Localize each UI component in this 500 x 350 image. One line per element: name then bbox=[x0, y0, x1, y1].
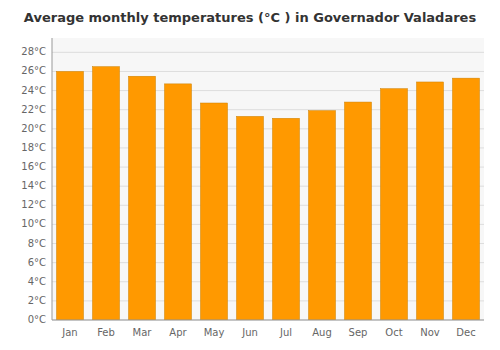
y-tick-label: 0°C bbox=[28, 314, 46, 325]
x-axis-line bbox=[52, 320, 484, 321]
plot-background bbox=[52, 38, 484, 320]
chart-container: 0°C 2°C 4°C 6°C 8°C 10°C 12°C 14°C 16°C 18°C 20°C 2… bbox=[0, 0, 500, 350]
bar bbox=[417, 82, 444, 320]
bar bbox=[93, 67, 120, 320]
y-tick-label: 28°C bbox=[21, 46, 46, 57]
bar bbox=[57, 71, 84, 320]
x-tick-label: Nov bbox=[420, 327, 440, 338]
bar bbox=[201, 103, 228, 320]
bar bbox=[345, 102, 372, 320]
y-tick-label: 16°C bbox=[21, 161, 46, 172]
y-tick-label: 20°C bbox=[21, 123, 46, 134]
x-tick-label: Apr bbox=[169, 327, 187, 338]
bar bbox=[273, 118, 300, 320]
y-axis: 0°C 2°C 4°C 6°C 8°C 10°C 12°C 14°C 16°C 18°C 20°C 2… bbox=[21, 38, 52, 325]
y-tick-label: 14°C bbox=[21, 180, 46, 191]
y-tick-label: 10°C bbox=[21, 218, 46, 229]
bar bbox=[453, 78, 480, 320]
x-tick-label: Dec bbox=[456, 327, 475, 338]
x-axis: Jan Feb Mar Apr May Jun Jul Aug Sep Oct Nov Dec bbox=[52, 320, 484, 338]
y-tick-label: 18°C bbox=[21, 142, 46, 153]
x-tick-label: Jun bbox=[241, 327, 258, 338]
y-tick-label: 8°C bbox=[28, 238, 46, 249]
bars bbox=[57, 67, 480, 320]
y-tick-label: 6°C bbox=[28, 257, 46, 268]
grid-line bbox=[52, 52, 484, 53]
x-tick-label: Mar bbox=[133, 327, 153, 338]
bar bbox=[237, 116, 264, 320]
x-tick-label: Jan bbox=[61, 327, 77, 338]
y-tick-label: 2°C bbox=[28, 295, 46, 306]
y-tick-label: 26°C bbox=[21, 65, 46, 76]
x-tick-label: Sep bbox=[349, 327, 368, 338]
y-tick-label: 4°C bbox=[28, 276, 46, 287]
bar bbox=[309, 111, 336, 320]
x-tick-label: Oct bbox=[385, 327, 402, 338]
chart: 0°C 2°C 4°C 6°C 8°C 10°C 12°C 14°C 16°C 18°C 20°C 2… bbox=[0, 0, 500, 350]
grid bbox=[52, 52, 484, 320]
y-tick-label: 22°C bbox=[21, 104, 46, 115]
bar bbox=[165, 84, 192, 320]
bar bbox=[381, 89, 408, 320]
y-axis-line bbox=[52, 38, 53, 320]
x-tick-label: Aug bbox=[312, 327, 332, 338]
grid-line bbox=[52, 320, 484, 321]
bar bbox=[129, 76, 156, 320]
title: Average monthly temperatures (°C ) in Go… bbox=[24, 10, 477, 25]
y-tick-label: 12°C bbox=[21, 199, 46, 210]
x-tick-label: Feb bbox=[97, 327, 115, 338]
y-tick-label: 24°C bbox=[21, 85, 46, 96]
x-tick-label: May bbox=[204, 327, 225, 338]
x-tick-label: Jul bbox=[279, 327, 292, 338]
